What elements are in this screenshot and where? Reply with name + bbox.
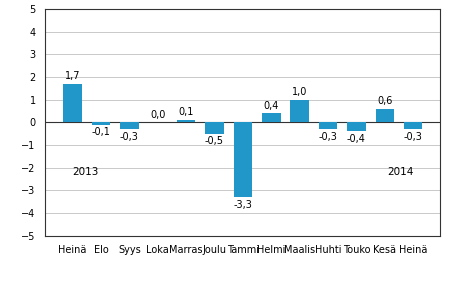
Bar [92, 122, 110, 124]
Text: 1,0: 1,0 [292, 87, 307, 97]
Bar [64, 84, 82, 122]
Bar [319, 122, 337, 129]
Bar [347, 122, 365, 131]
Bar [177, 120, 195, 122]
Text: -0,3: -0,3 [319, 132, 337, 142]
Text: 1,7: 1,7 [65, 71, 80, 81]
Text: 2014: 2014 [387, 167, 413, 177]
Text: -3,3: -3,3 [233, 200, 252, 210]
Text: 0,0: 0,0 [150, 110, 165, 120]
Text: -0,1: -0,1 [92, 127, 110, 137]
Text: -0,3: -0,3 [404, 132, 423, 142]
Text: 0,4: 0,4 [264, 101, 279, 111]
Text: -0,5: -0,5 [205, 137, 224, 146]
Bar [120, 122, 138, 129]
Text: 0,1: 0,1 [178, 107, 194, 117]
Text: 0,6: 0,6 [377, 96, 393, 106]
Bar [291, 100, 309, 122]
Text: -0,3: -0,3 [120, 132, 139, 142]
Text: -0,4: -0,4 [347, 134, 366, 144]
Bar [262, 113, 281, 122]
Bar [234, 122, 252, 197]
Text: 2013: 2013 [73, 167, 99, 177]
Bar [205, 122, 224, 133]
Bar [375, 109, 394, 122]
Bar [404, 122, 422, 129]
